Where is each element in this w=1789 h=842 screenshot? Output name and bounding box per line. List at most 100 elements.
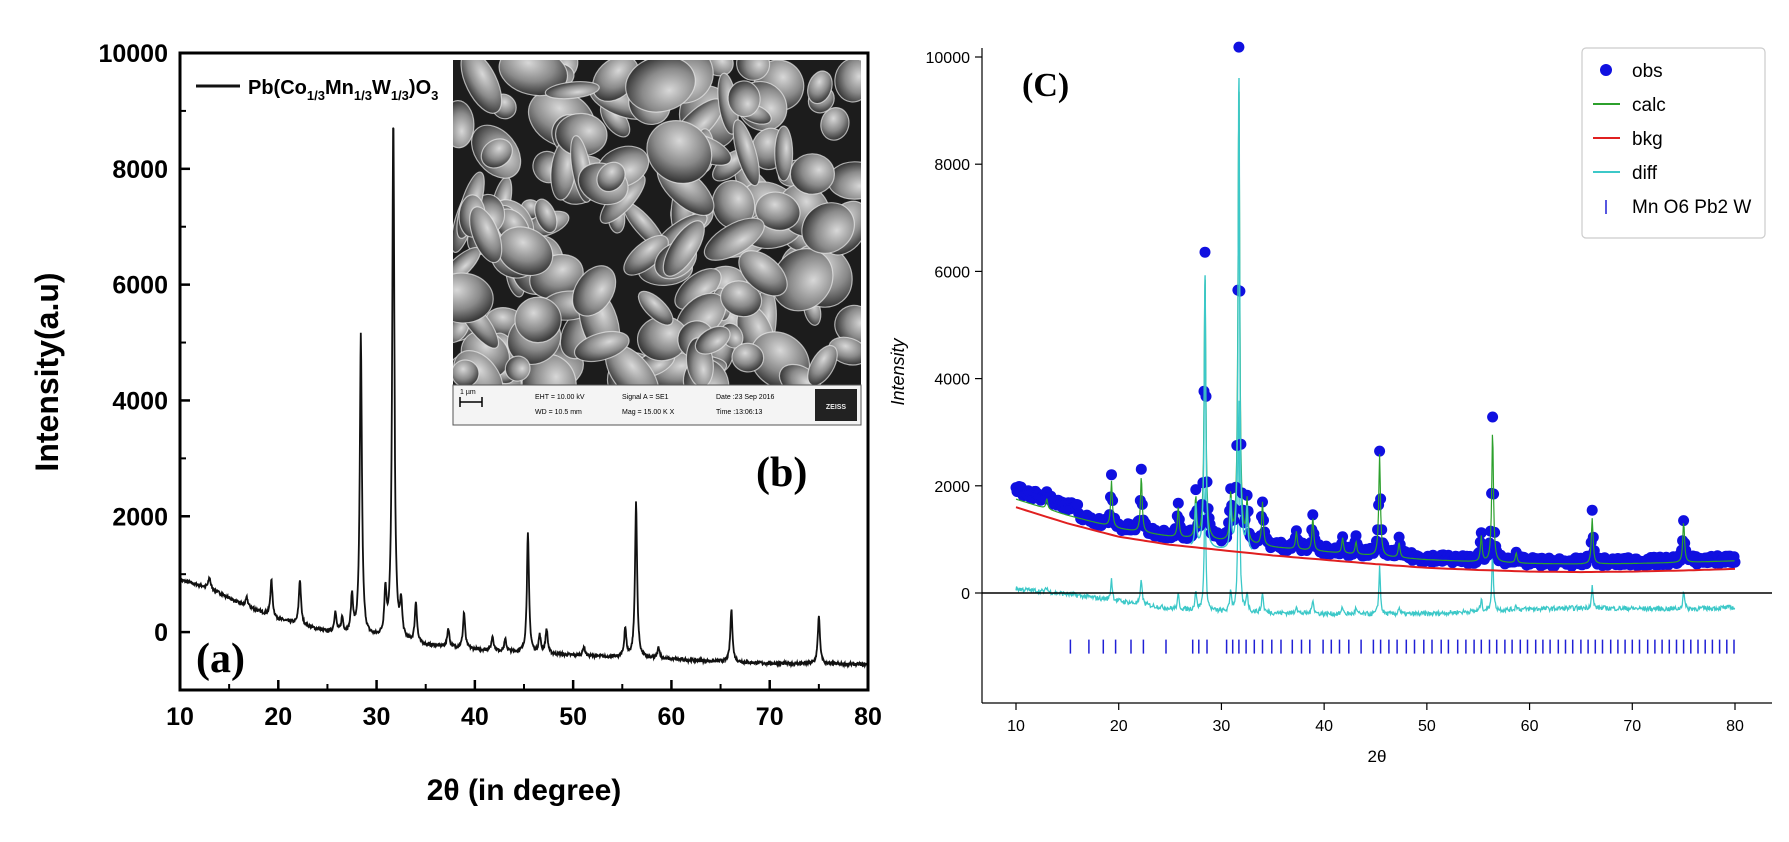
panel-c-x-tick-label: 70 <box>1623 718 1641 735</box>
obs-point <box>1337 531 1349 543</box>
sem-grain <box>498 60 569 97</box>
sem-grain <box>460 60 503 114</box>
panel-a-x-tick-label: 40 <box>461 703 489 731</box>
obs-point <box>1290 525 1302 537</box>
sem-grain <box>807 70 833 105</box>
sem-grain <box>736 60 771 81</box>
obs-point <box>1678 515 1690 527</box>
sem-signal: Signal A = SE1 <box>622 394 669 401</box>
panel-a-y-tick-label: 0 <box>154 619 168 647</box>
obs-point <box>1307 509 1319 521</box>
bkg-curve <box>1015 506 1736 574</box>
panel-a-x-tick-label: 50 <box>559 703 587 731</box>
panel-c-x-tick-label: 10 <box>1007 718 1025 735</box>
legend-calc-label: calc <box>1632 95 1666 116</box>
panel-c-y-tick-label: 8000 <box>934 157 970 174</box>
sem-grain <box>596 161 626 193</box>
panel-c-rietveld-chart: 10 20 30 40 50 60 70 80 0 2000 4000 6000 8000 10000 2… <box>888 41 1772 766</box>
panel-c-x-tick-label: 80 <box>1726 718 1744 735</box>
peak-highlight-curve <box>1190 77 1253 550</box>
obs-point <box>1374 445 1386 457</box>
panel-c-x-axis-label: 2θ <box>1368 747 1387 766</box>
sem-grain <box>504 355 531 382</box>
panel-a-x-tick-label: 70 <box>756 703 784 731</box>
panel-a-x-tick-label: 10 <box>166 703 194 731</box>
sem-grains <box>453 60 861 385</box>
sem-grain <box>820 107 850 141</box>
sem-grain <box>720 280 763 318</box>
obs-point <box>1233 41 1245 53</box>
obs-point <box>1729 556 1741 568</box>
panel-a-xrd-chart: 10 20 30 40 50 60 70 80 0 2000 4000 6000 8000 10000 2… <box>29 40 882 807</box>
sem-grain <box>662 220 705 277</box>
panel-a-x-tick-label: 80 <box>854 703 882 731</box>
sem-brand-logo <box>815 389 857 421</box>
panel-a-legend-label: Pb(Co1/3Mn1/3W1/3)O3 <box>248 77 438 103</box>
panel-c-y-axis-label: Intensity <box>888 337 908 405</box>
sem-grain <box>514 296 562 344</box>
obs-point <box>1199 246 1211 258</box>
panel-c-y-tick-label: 2000 <box>934 479 970 496</box>
panel-c-y-tick-label: 0 <box>961 586 970 603</box>
obs-point <box>1072 499 1084 511</box>
sem-grain <box>828 336 861 366</box>
sem-grain <box>727 80 761 118</box>
sem-grain <box>573 330 630 363</box>
sem-grain <box>637 290 674 326</box>
sem-grain <box>834 60 861 103</box>
panel-b-label: (b) <box>756 450 807 496</box>
sem-grain <box>732 119 761 187</box>
sem-grain <box>646 120 713 184</box>
panel-c-y-tick-label: 6000 <box>934 264 970 281</box>
legend-obs-label: obs <box>1632 61 1663 82</box>
reflection-ticks <box>1069 639 1735 654</box>
obs-point <box>1586 504 1598 516</box>
diff-curve <box>1015 400 1736 619</box>
panel-c-legend <box>1581 47 1766 239</box>
sem-grain <box>534 198 558 234</box>
sem-wd: WD = 10.5 mm <box>535 409 582 416</box>
sem-grain <box>731 342 765 373</box>
sem-time: Time :13:06:13 <box>716 409 763 416</box>
sem-grain <box>703 217 765 261</box>
panel-a-xrd-line <box>179 127 869 669</box>
sem-grain <box>754 191 801 231</box>
panel-a-axes: 10 20 30 40 50 60 70 80 0 2000 4000 6000 8000 10000 <box>98 40 881 731</box>
panel-a-label: (a) <box>196 636 245 682</box>
panel-a-y-tick-label: 8000 <box>112 156 168 184</box>
sem-grain <box>801 202 855 254</box>
panel-c-x-tick-label: 30 <box>1213 718 1231 735</box>
obs-point <box>1241 489 1253 501</box>
legend-obs-swatch <box>1600 64 1612 76</box>
sem-eht: EHT = 10.00 kV <box>535 394 585 401</box>
sem-grain <box>453 272 494 324</box>
panel-b-sem-inset: 1 µm EHT = 10.00 kV WD = 10.5 mm Signal … <box>452 60 862 496</box>
sem-grain <box>544 81 600 100</box>
panel-a-y-axis-label: Intensity(a.u) <box>29 272 65 471</box>
sem-grain <box>453 100 475 149</box>
sem-grain <box>480 138 513 169</box>
panel-c-x-tick-label: 60 <box>1521 718 1539 735</box>
sem-grain <box>694 325 731 355</box>
panel-c-axes: 10 20 30 40 50 60 70 80 0 2000 4000 6000 8000 10000 <box>926 50 1745 735</box>
sem-info-bar <box>452 384 862 426</box>
panel-a-x-tick-label: 20 <box>264 703 292 731</box>
obs-point <box>1487 411 1499 423</box>
panel-c-x-tick-label: 50 <box>1418 718 1436 735</box>
legend-diff-label: diff <box>1632 163 1658 184</box>
calc-curve <box>1015 91 1735 565</box>
sem-grain <box>623 234 669 276</box>
legend-bkg-label: bkg <box>1632 129 1663 150</box>
panel-a-y-tick-label: 4000 <box>112 387 168 415</box>
panel-c-plot-area <box>982 41 1772 654</box>
panel-c-y-tick-label: 4000 <box>934 372 970 389</box>
panel-a-plot-area <box>179 127 869 669</box>
obs-point <box>1190 484 1202 496</box>
panel-a-x-tick-label: 60 <box>658 703 686 731</box>
obs-point <box>1475 527 1487 539</box>
sem-brand-text: ZEISS <box>826 404 847 411</box>
sem-mag: Mag = 15.00 K X <box>622 409 675 416</box>
sem-grain <box>469 206 503 264</box>
obs-point <box>1135 463 1147 475</box>
